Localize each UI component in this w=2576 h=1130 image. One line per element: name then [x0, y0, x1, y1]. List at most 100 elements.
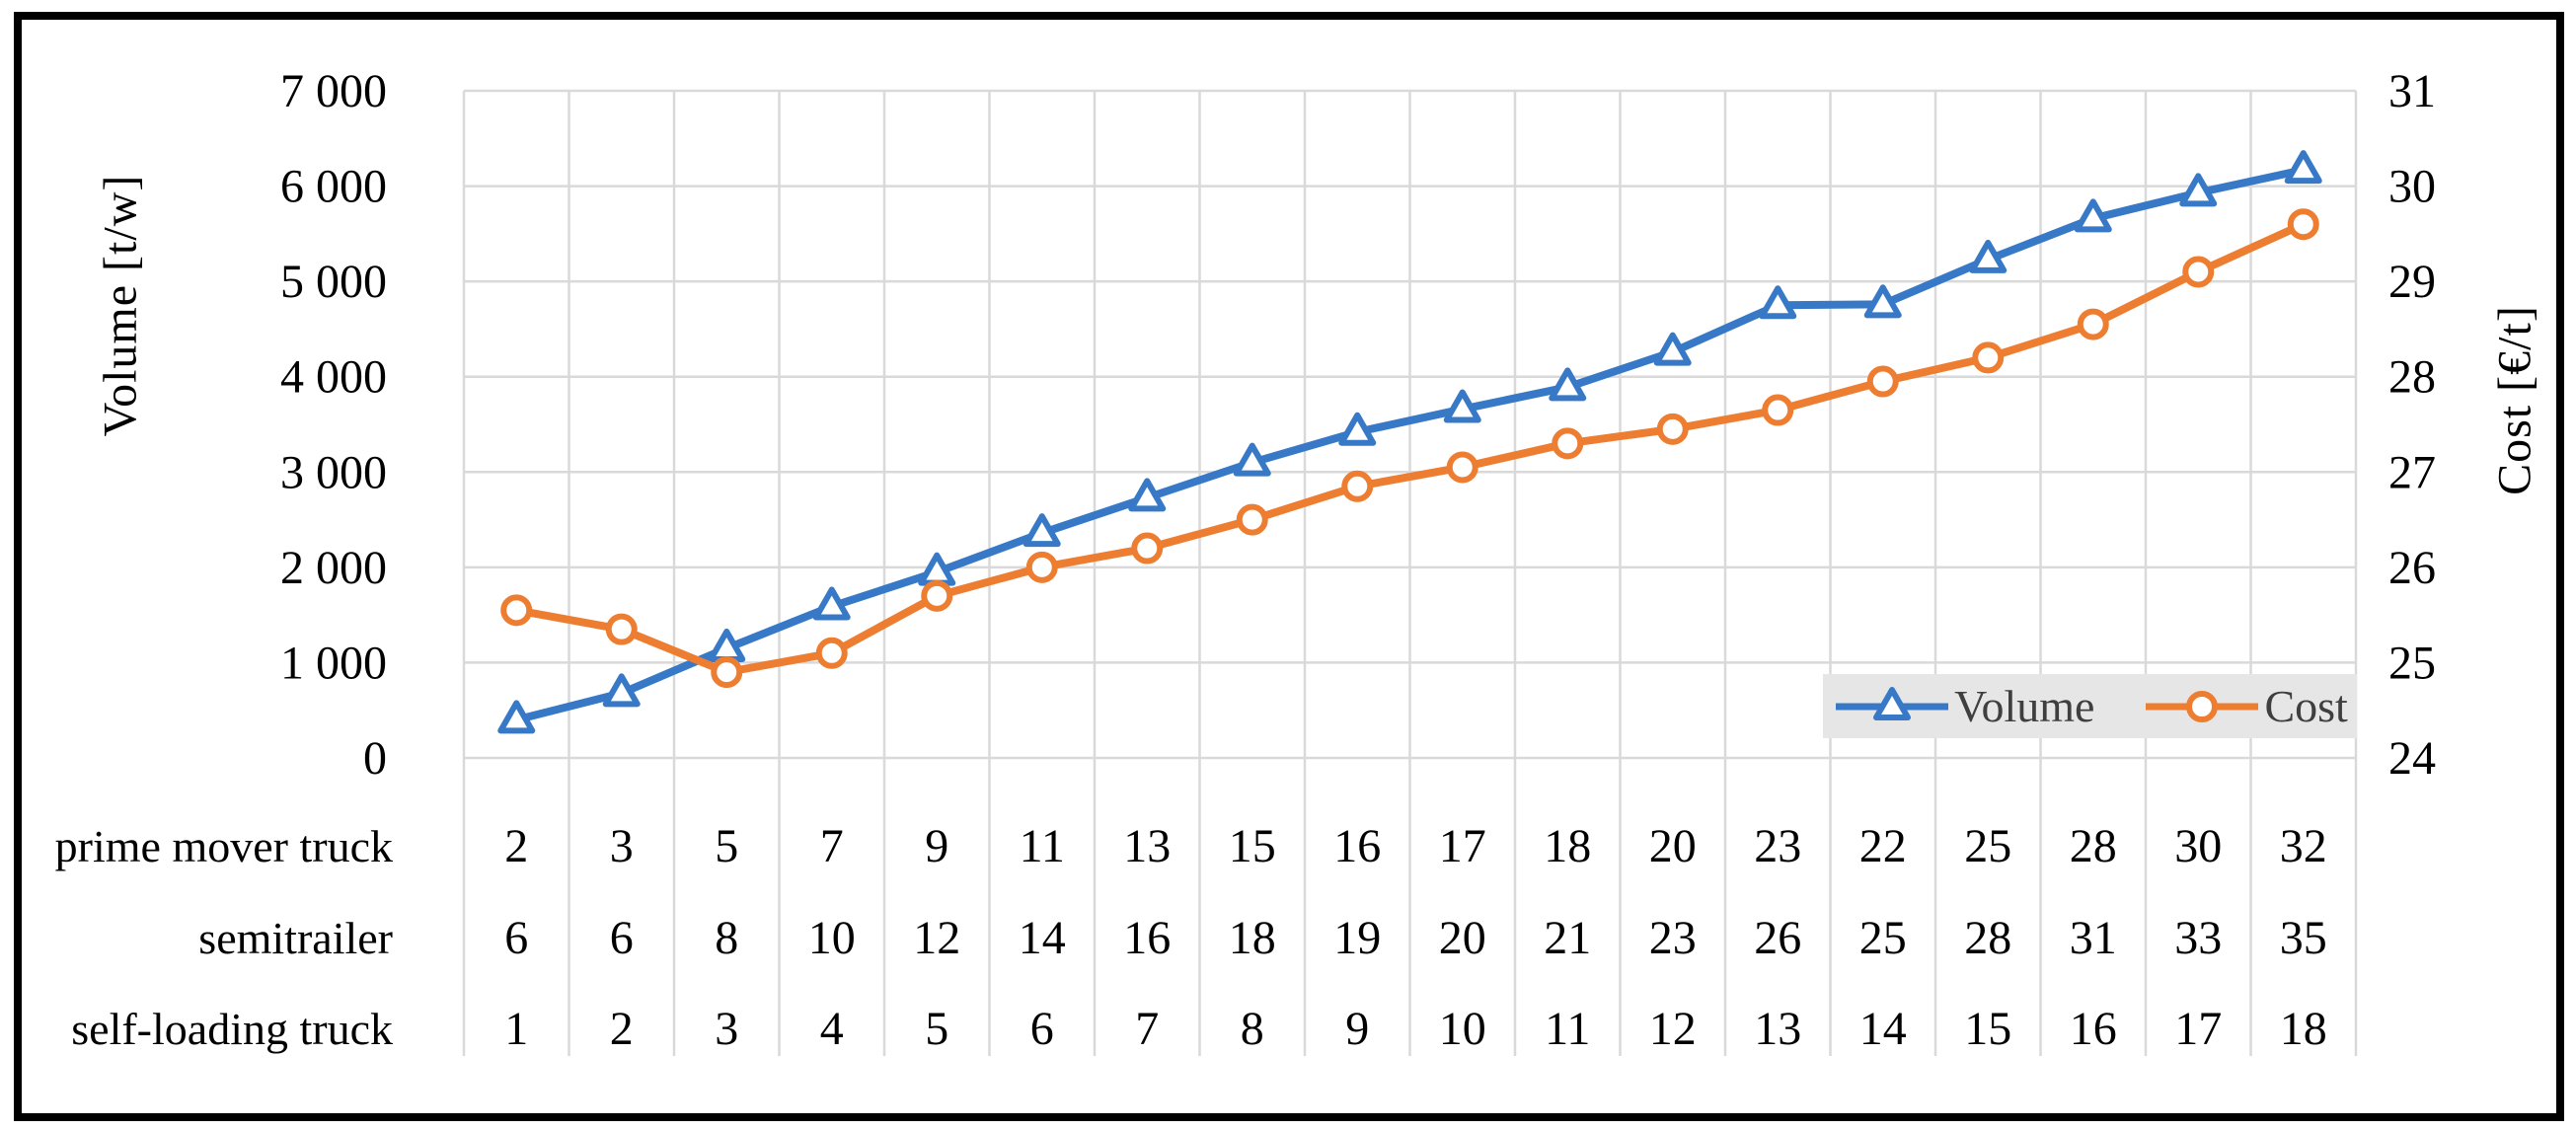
cost-circle-marker [1656, 413, 1689, 445]
volume-triangle-marker [602, 673, 641, 708]
table-cell: 20 [1439, 912, 1486, 964]
right-axis-tick-label: 29 [2388, 256, 2436, 308]
table-cell: 7 [1135, 1003, 1159, 1055]
right-axis-tick-label: 25 [2388, 637, 2436, 689]
table-cell: 31 [2070, 912, 2117, 964]
left-axis-tick-label: 4 000 [280, 351, 387, 404]
table-cell: 11 [1545, 1003, 1590, 1055]
table-cell: 17 [2174, 1003, 2222, 1055]
left-axis-tick-label: 7 000 [280, 65, 387, 117]
table-cell: 6 [1030, 1003, 1054, 1055]
cost-circle-marker [1866, 365, 1899, 398]
table-cell: 28 [1964, 912, 2011, 964]
table-cell: 26 [1754, 912, 1801, 964]
volume-triangle-marker [2074, 198, 2112, 233]
volume-triangle-marker [1759, 285, 1797, 320]
cost-circle-marker [1762, 394, 1794, 426]
cost-circle-marker [500, 594, 533, 627]
cost-circle-marker [1341, 470, 1374, 502]
table-cell: 22 [1859, 820, 1907, 872]
cost-circle-marker [2287, 208, 2319, 241]
table-cell: 3 [610, 820, 634, 872]
cost-circle-marker [1025, 551, 1058, 583]
table-cell: 25 [1964, 820, 2011, 872]
volume-triangle-marker [2284, 150, 2322, 185]
table-cell: 18 [1544, 820, 1591, 872]
cost-circle-marker [1552, 427, 1584, 460]
legend-item-cost: Cost [2142, 680, 2348, 731]
cost-circle-marker [815, 637, 848, 669]
table-cell: 13 [1754, 1003, 1801, 1055]
left-axis-tick-label: 2 000 [280, 542, 387, 594]
volume-triangle-marker [1653, 332, 1692, 366]
volume-triangle-marker [1443, 389, 1481, 423]
table-cell: 23 [1754, 820, 1801, 872]
table-cell: 9 [1345, 1003, 1369, 1055]
volume-triangle-marker [1873, 686, 1912, 720]
right-axis-tick-label: 26 [2388, 542, 2436, 594]
table-cell: 12 [913, 912, 960, 964]
table-cell: 13 [1123, 820, 1171, 872]
table-cell: 9 [925, 820, 948, 872]
table-cell: 11 [1020, 820, 1065, 872]
volume-triangle-marker [812, 586, 851, 621]
legend-label-cost: Cost [2264, 680, 2348, 731]
table-cell: 25 [1859, 912, 1907, 964]
table-cell: 35 [2280, 912, 2327, 964]
cost-circle-marker [2182, 256, 2215, 288]
volume-triangle-marker [1023, 513, 1061, 548]
left-axis-tick-label: 0 [363, 732, 387, 785]
cost-circle-marker [2186, 690, 2219, 722]
table-cell: 15 [1229, 820, 1276, 872]
table-cell: 8 [1241, 1003, 1264, 1055]
table-cell: 20 [1649, 820, 1697, 872]
table-cell: 8 [715, 912, 738, 964]
left-axis-tick-label: 1 000 [280, 637, 387, 689]
table-cell: 18 [1229, 912, 1276, 964]
left-axis-tick-label: 3 000 [280, 446, 387, 498]
table-cell: 5 [925, 1003, 948, 1055]
table-cell: 16 [1333, 820, 1381, 872]
table-cell: 10 [808, 912, 856, 964]
volume-triangle-marker [708, 628, 746, 662]
table-cell: 17 [1439, 820, 1486, 872]
table-cell: 10 [1439, 1003, 1486, 1055]
cost-circle-marker [711, 656, 743, 689]
volume-triangle-marker [1969, 239, 2008, 273]
table-cell: 19 [1333, 912, 1381, 964]
table-cell: 6 [610, 912, 634, 964]
table-cell: 16 [2070, 1003, 2117, 1055]
volume-triangle-marker [497, 700, 536, 734]
volume-triangle-marker [1233, 442, 1271, 477]
volume-triangle-marker [2179, 173, 2218, 207]
table-cell: 15 [1964, 1003, 2011, 1055]
table-cell: 12 [1649, 1003, 1697, 1055]
left-axis-tick-label: 5 000 [280, 256, 387, 308]
table-cell: 4 [820, 1003, 844, 1055]
legend-circle-swatch [2146, 690, 2259, 722]
table-row-label: self-loading truck [71, 1004, 393, 1054]
right-axis-tick-label: 27 [2388, 446, 2436, 498]
table-cell: 6 [504, 912, 528, 964]
legend-triangle-swatch [1836, 686, 1949, 720]
right-axis-tick-label: 24 [2388, 732, 2436, 785]
legend-label-volume: Volume [1954, 680, 2095, 731]
volume-triangle-marker [1338, 412, 1377, 446]
table-row-label: prime mover truck [55, 821, 393, 871]
table-cell: 2 [504, 820, 528, 872]
table-cell: 30 [2174, 820, 2222, 872]
table-cell: 28 [2070, 820, 2117, 872]
table-cell: 32 [2280, 820, 2327, 872]
table-cell: 7 [820, 820, 844, 872]
volume-series-line [512, 166, 2308, 724]
table-cell: 23 [1649, 912, 1697, 964]
right-axis-tick-label: 31 [2388, 65, 2436, 117]
table-cell: 2 [610, 1003, 634, 1055]
table-cell: 3 [715, 1003, 738, 1055]
table-cell: 21 [1544, 912, 1591, 964]
table-cell: 14 [1019, 912, 1066, 964]
volume-triangle-marker [1549, 367, 1587, 402]
table-cell: 16 [1123, 912, 1171, 964]
legend-item-volume: Volume [1832, 683, 2094, 730]
